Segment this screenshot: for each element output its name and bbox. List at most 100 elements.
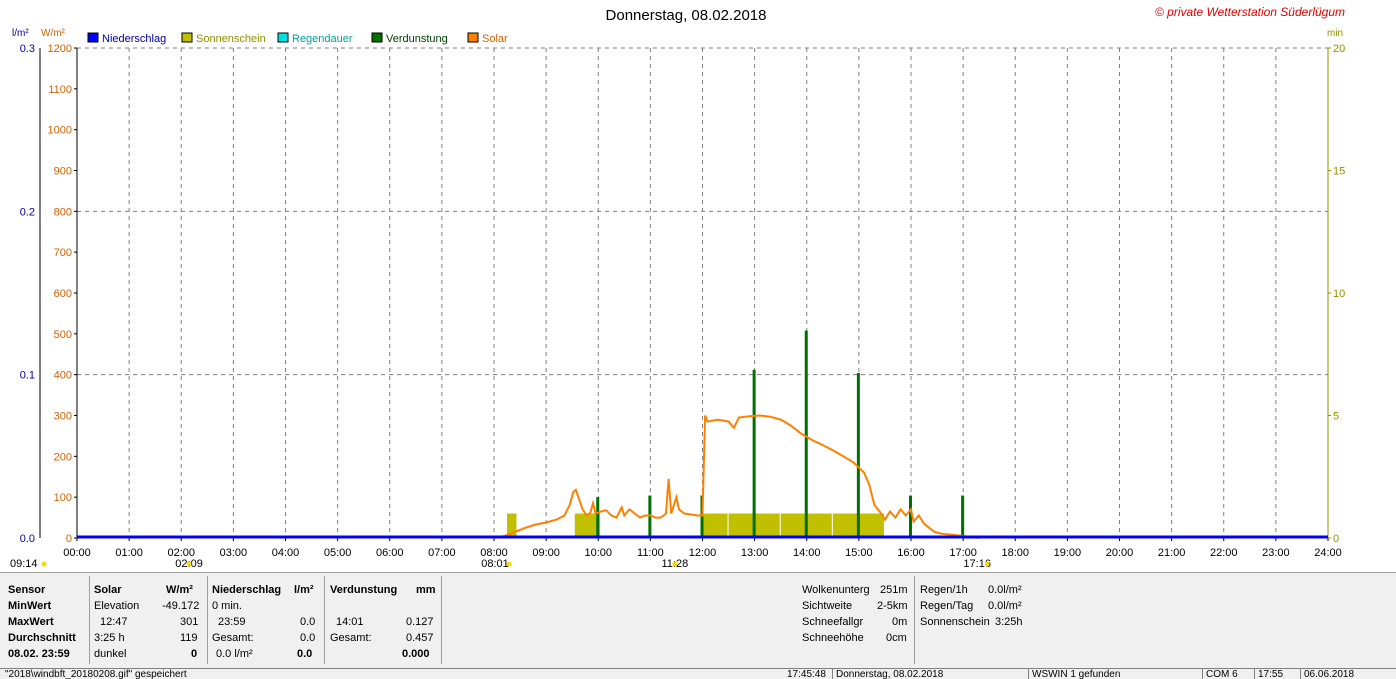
sun-marker-dot [186,561,192,567]
y-left-inner-tick-label: 1100 [48,84,72,96]
minwert-label: MinWert [8,600,52,612]
status-com: COM 6 [1202,669,1238,679]
sun-marker-dot [984,561,990,567]
legend: Niederschlag Sonnenschein Regendauer Verdun… [87,32,508,45]
legend-swatch [277,32,289,43]
verdunstung-bar [752,369,756,538]
y-left-inner-tick-label: 300 [54,411,72,423]
legend-entry: Niederschlag [102,33,166,45]
x-tick-label: 16:00 [897,547,925,559]
nied-unit: l/m² [294,584,314,596]
sonnenschein-bar [780,513,806,538]
nied-max-time: 23:59 [218,616,246,628]
separator [441,576,442,664]
unit-left-inner: W/m² [41,28,66,39]
y-left-inner-tick-label: 700 [54,247,72,259]
sonnenschein-bar [832,513,858,538]
verd-avg-label: Gesamt: [330,632,372,644]
y-left-inner-tick-label: 600 [54,288,72,300]
separator [914,576,915,664]
status-wswin: WSWIN 1 gefunden [1028,669,1120,679]
solar-max-value: 301 [180,616,199,628]
regentag-label: Regen/Tag [920,600,974,612]
solar-line [493,414,979,539]
status-date: Donnerstag, 08.02.2018 [832,669,943,679]
status-time: 17:45:48 [787,669,826,679]
verd-avg-value: 0.457 [406,632,434,644]
solar-min-label: Elevation [94,600,140,612]
verdunstung-bar [648,495,652,538]
y-left-inner-tick-label: 0 [66,533,72,545]
sun-marker-dot [506,561,512,567]
chart: 00:00 01:00 02:00 03:00 04:00 05:00 06:00 07:00… [10,5,1345,570]
sun-marker-label: 09:14 [10,558,38,570]
y-right-tick-label: 5 [1333,411,1339,423]
status-today: 06.06.2018 [1300,669,1354,679]
nied-last-value: 0.0 [297,648,313,660]
y-left-outer-tick-label: 0.2 [20,206,35,218]
watermark: © private Wetterstation Süderlügum [1155,5,1345,19]
sonnenschein-bar [507,513,517,538]
verdunstung-bar [804,330,808,538]
x-tick-label: 18:00 [1001,547,1029,559]
verdunstung-bar [856,373,860,538]
x-tick-label: 19:00 [1054,547,1082,559]
sun-markers: 09:1402:0908:0111:2817:16 [10,558,991,570]
x-tick-label: 02:00 [167,547,195,559]
solar-avg-label: 3:25 h [94,632,125,644]
nied-avg-value: 0.0 [300,632,316,644]
wolken-value: 251m [880,584,908,596]
nied-header: Niederschlag [212,584,282,596]
regen1h-value: 0.0l/m² [988,584,1022,596]
solar-header: Solar [94,584,122,596]
sensor-label: Sensor [8,584,46,596]
wolken-label: Wolkenunterg [802,584,870,596]
sonnenschein-bar [728,513,754,538]
legend-entry: Sonnenschein [196,33,266,45]
x-tick-label: 22:00 [1210,547,1238,559]
status-clock: 17:55 [1254,669,1283,679]
x-tick-label: 24:00 [1314,547,1342,559]
sonnenschein-bars [507,513,884,538]
legend-swatch [467,32,479,43]
y-right-tick-label: 0 [1333,533,1339,545]
sonnenschein-bar [806,513,832,538]
separator [89,576,90,664]
y-left-inner-tick-label: 800 [54,206,72,218]
legend-swatch [371,32,383,43]
separator [324,576,325,664]
y-left-inner-tick-label: 200 [54,451,72,463]
maxwert-label: MaxWert [8,616,54,628]
nied-avg-label: Gesamt: [212,632,254,644]
sicht-label: Sichtweite [802,600,853,612]
y-left-inner-tick-label: 400 [54,370,72,382]
x-tick-label: 06:00 [376,547,404,559]
solar-last-label: dunkel [94,648,127,660]
y-left-inner-tick-label: 900 [54,166,72,178]
schneehoehe-value: 0cm [886,632,907,644]
status-file: "2018\windbft_20180208.gif" gespeichert [5,669,187,679]
regentag-value: 0.0l/m² [988,600,1022,612]
sun-marker-dot [672,561,678,567]
solar-avg-value: 119 [180,632,198,644]
sicht-value: 2-5km [877,600,908,612]
sun-marker-dot [41,561,47,567]
x-tick-label: 17:00 [949,547,977,559]
y-left-outer-tick-label: 0.1 [20,370,35,382]
stats-panel [0,572,1396,669]
x-tick-label: 08:00 [480,547,508,559]
x-tick-label: 05:00 [324,547,352,559]
x-tick-label: 13:00 [741,547,769,559]
legend-swatch [87,32,99,43]
grid [77,47,1328,538]
sonnenschein-bar [702,513,728,538]
x-tick-label: 23:00 [1262,547,1290,559]
status-bar: "2018\windbft_20180208.gif" gespeichert … [0,668,1396,679]
x-tick-label: 21:00 [1158,547,1186,559]
x-tick-label: 01:00 [115,547,143,559]
x-tick-label: 10:00 [584,547,612,559]
verd-unit: mm [416,584,436,596]
sun-marker-label: 17:16 [963,558,991,570]
y-right-tick-label: 20 [1333,43,1345,55]
verd-header: Verdunstung [330,584,398,596]
